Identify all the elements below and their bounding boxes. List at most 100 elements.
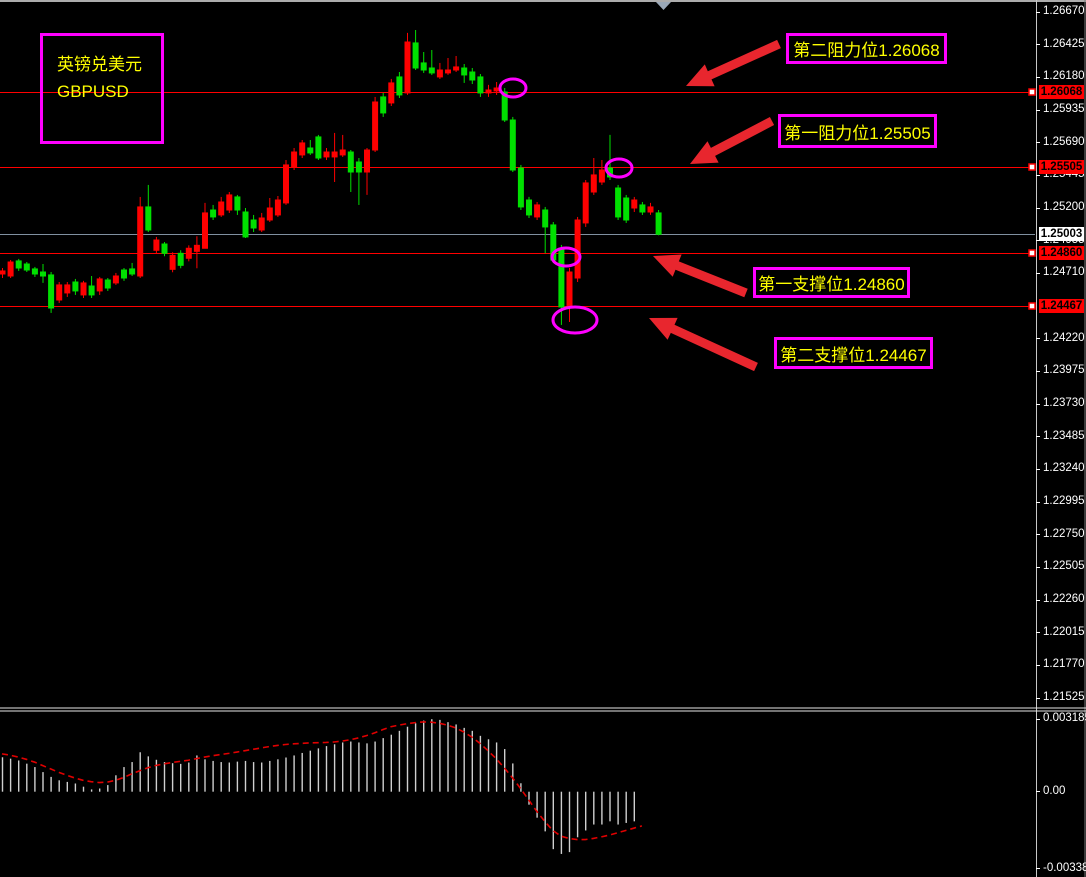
candle <box>80 282 87 296</box>
candle <box>283 164 289 204</box>
price-tick-mark <box>1036 664 1040 666</box>
price-tick-mark <box>1036 599 1040 601</box>
candle <box>274 199 281 216</box>
symbol-box[interactable]: 英镑兑美元 GBPUSD <box>40 33 164 144</box>
resistance2-label-box[interactable]: 第二阻力位1.26068 <box>786 33 947 64</box>
chart-shift-marker[interactable] <box>656 2 671 10</box>
price-level-label: 1.26068 <box>1039 85 1084 100</box>
candle <box>355 161 362 173</box>
annotation-arrow[interactable] <box>690 117 775 164</box>
price-tick-mark <box>1036 370 1040 372</box>
price-tick-label: 0.003185 <box>1043 712 1086 725</box>
level-line-endpoint-marker <box>1028 249 1036 257</box>
candle <box>299 142 306 156</box>
candle <box>161 243 168 254</box>
candle <box>485 89 492 94</box>
price-tick-label: 1.22015 <box>1043 625 1085 638</box>
price-tick-mark <box>1036 142 1040 144</box>
price-tick-mark <box>1036 697 1040 699</box>
price-tick-mark <box>1036 272 1040 274</box>
candle <box>258 217 265 231</box>
annotation-arrow[interactable] <box>649 317 758 372</box>
price-tick-label: 1.24220 <box>1043 331 1085 344</box>
candle <box>96 278 103 292</box>
candle <box>121 269 127 279</box>
candle <box>396 76 403 96</box>
candle <box>153 239 160 251</box>
candle <box>266 207 273 221</box>
price-tick-label: 1.21770 <box>1043 658 1085 671</box>
candle <box>517 167 524 208</box>
candle <box>177 252 184 266</box>
candle <box>56 284 63 301</box>
candle <box>88 285 95 296</box>
support1-label-box[interactable]: 第一支撑位1.24860 <box>753 267 910 298</box>
price-tick-label: 1.23975 <box>1043 364 1085 377</box>
candle <box>558 247 565 308</box>
candle <box>64 284 71 294</box>
candle <box>542 209 549 228</box>
candle <box>250 219 257 229</box>
resistance1-label-box[interactable]: 第一阻力位1.25505 <box>778 114 937 148</box>
indicator-tick-mark <box>1036 791 1040 793</box>
candle <box>445 69 451 74</box>
price-tick-mark <box>1036 44 1040 46</box>
candle <box>566 271 573 309</box>
price-tick-label: 1.26180 <box>1043 70 1085 83</box>
price-tick-mark <box>1036 338 1040 340</box>
price-tick-mark <box>1036 76 1040 78</box>
candle <box>226 194 233 211</box>
candle <box>364 149 370 173</box>
highlight-ellipse[interactable] <box>551 305 599 335</box>
candle <box>40 271 46 277</box>
candle <box>242 211 249 238</box>
candle <box>534 204 541 218</box>
highlight-ellipse[interactable] <box>604 157 634 179</box>
candle <box>129 268 136 275</box>
candle <box>145 206 152 231</box>
price-tick-mark <box>1036 109 1040 111</box>
candle <box>615 187 622 218</box>
candle <box>436 69 443 78</box>
price-tick-mark <box>1036 501 1040 503</box>
candle <box>647 206 654 213</box>
price-axis[interactable]: 1.26670 1.26425 1.26180 1.25935 1.25690 1.254… <box>1036 0 1086 877</box>
annotation-arrow[interactable] <box>653 254 748 298</box>
candle <box>412 42 419 69</box>
price-tick-label: 1.21525 <box>1043 691 1085 703</box>
price-tick-mark <box>1036 240 1040 242</box>
candle <box>477 76 484 94</box>
price-tick-label: 1.26670 <box>1043 5 1085 17</box>
candle <box>315 136 322 159</box>
price-tick-label: 1.24710 <box>1043 266 1085 279</box>
candle <box>185 247 192 259</box>
candle <box>210 209 217 218</box>
candle <box>234 196 241 211</box>
price-tick-mark <box>1036 468 1040 470</box>
support2-label-box[interactable]: 第二支撑位1.24467 <box>774 337 933 369</box>
annotation-arrow[interactable] <box>686 39 781 87</box>
candle <box>23 263 30 271</box>
indicator-tick-mark <box>1036 868 1040 870</box>
candle <box>202 212 208 249</box>
price-tick-mark <box>1036 207 1040 209</box>
highlight-ellipse[interactable] <box>550 246 582 268</box>
candle <box>655 212 662 235</box>
price-tick-mark <box>1036 534 1040 536</box>
highlight-ellipse[interactable] <box>498 77 528 99</box>
candle <box>72 281 79 292</box>
price-tick-label: 1.25935 <box>1043 103 1085 115</box>
price-level-label: 1.24860 <box>1039 246 1084 261</box>
price-tick-mark <box>1036 566 1040 568</box>
price-tick-mark <box>1036 436 1040 438</box>
candle <box>631 199 638 209</box>
candle <box>380 96 387 114</box>
candle <box>112 275 119 284</box>
price-level-label: 1.25505 <box>1039 160 1084 175</box>
candle <box>307 147 314 154</box>
candle <box>331 151 338 158</box>
candle <box>469 71 476 81</box>
candle <box>15 260 22 269</box>
